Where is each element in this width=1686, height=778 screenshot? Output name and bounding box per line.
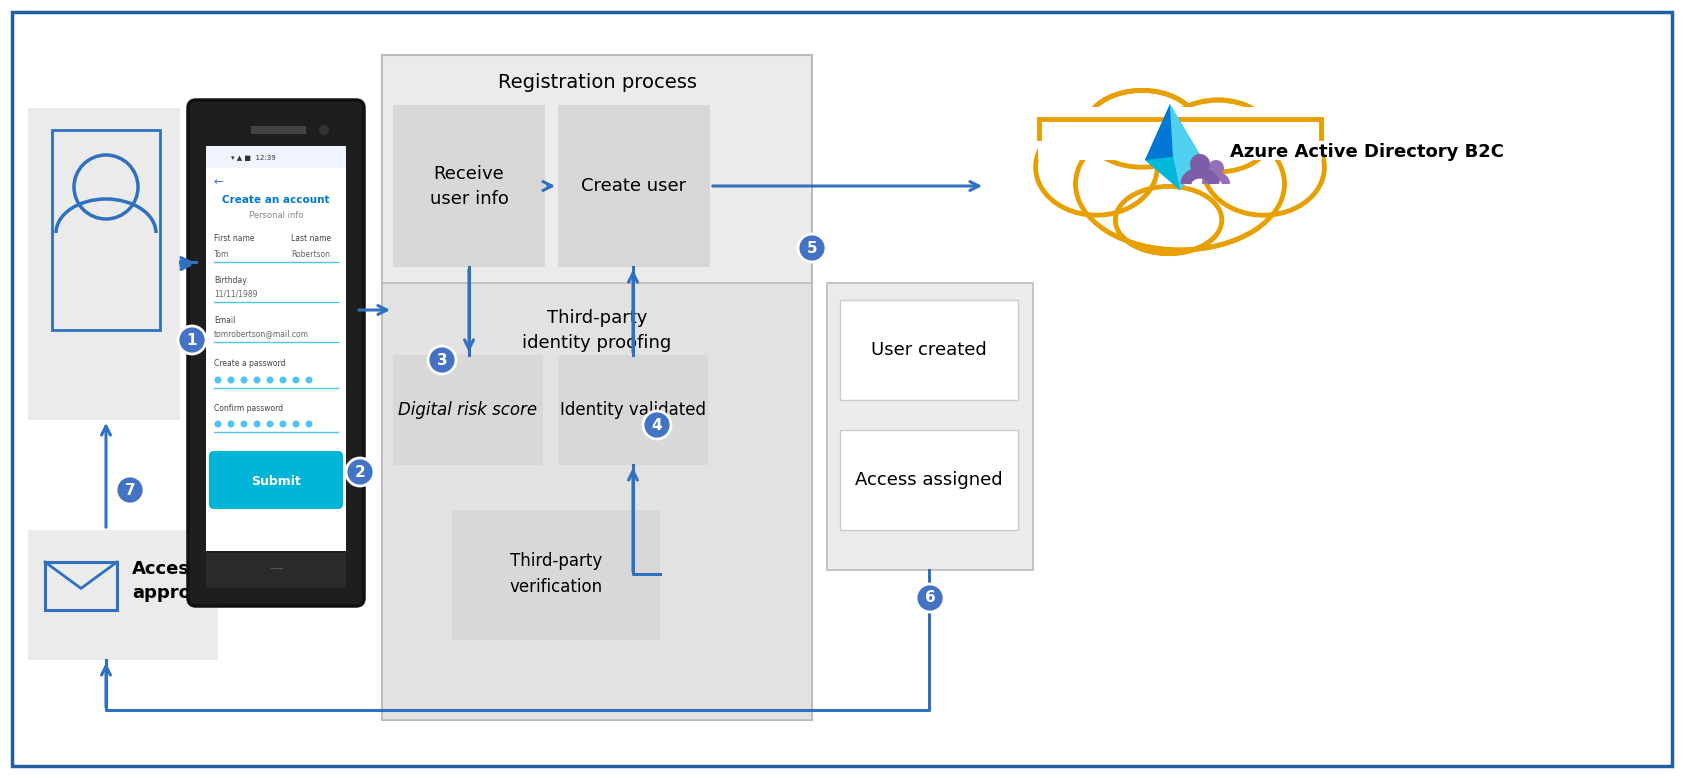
Ellipse shape bbox=[1165, 100, 1271, 172]
Bar bbox=[46, 562, 116, 610]
Text: Last name: Last name bbox=[292, 233, 330, 243]
Bar bbox=[828, 283, 1034, 570]
Bar bbox=[29, 108, 180, 420]
Circle shape bbox=[228, 377, 234, 384]
Circle shape bbox=[428, 346, 455, 374]
Bar bbox=[558, 105, 710, 267]
Bar bbox=[383, 283, 813, 720]
FancyBboxPatch shape bbox=[189, 100, 364, 606]
Ellipse shape bbox=[1202, 119, 1325, 216]
Polygon shape bbox=[1170, 104, 1204, 190]
Circle shape bbox=[253, 420, 261, 427]
Text: Third-party
verification: Third-party verification bbox=[509, 552, 602, 595]
Text: Create an account: Create an account bbox=[223, 195, 330, 205]
Bar bbox=[452, 510, 659, 640]
Bar bbox=[840, 430, 1018, 530]
Bar bbox=[393, 355, 543, 465]
Circle shape bbox=[253, 377, 261, 384]
Text: Azure Active Directory B2C: Azure Active Directory B2C bbox=[1231, 143, 1504, 161]
Text: User created: User created bbox=[872, 341, 986, 359]
Text: 11/11/1989: 11/11/1989 bbox=[214, 289, 258, 299]
Bar bbox=[29, 530, 217, 660]
Text: Create user: Create user bbox=[582, 177, 686, 195]
Circle shape bbox=[797, 234, 826, 262]
Bar bbox=[840, 300, 1018, 400]
Bar bbox=[558, 355, 708, 465]
Bar bbox=[251, 126, 305, 134]
Circle shape bbox=[214, 420, 221, 427]
Circle shape bbox=[292, 377, 300, 384]
Polygon shape bbox=[1145, 104, 1204, 190]
Circle shape bbox=[228, 420, 234, 427]
Polygon shape bbox=[1145, 157, 1180, 190]
Text: Identity validated: Identity validated bbox=[560, 401, 706, 419]
Ellipse shape bbox=[1086, 90, 1199, 167]
Text: Personal info: Personal info bbox=[250, 211, 303, 219]
Ellipse shape bbox=[1116, 187, 1222, 254]
Circle shape bbox=[280, 377, 287, 384]
Text: Access assigned: Access assigned bbox=[855, 471, 1003, 489]
Text: 7: 7 bbox=[125, 482, 135, 497]
Circle shape bbox=[266, 377, 273, 384]
Bar bbox=[393, 105, 545, 267]
Text: —: — bbox=[270, 563, 283, 577]
Bar bbox=[1037, 107, 1322, 159]
FancyBboxPatch shape bbox=[209, 451, 342, 509]
Circle shape bbox=[292, 420, 300, 427]
Circle shape bbox=[280, 420, 287, 427]
Text: 3: 3 bbox=[437, 352, 447, 367]
Text: Create a password: Create a password bbox=[214, 359, 285, 367]
Text: ←: ← bbox=[214, 177, 223, 187]
Bar bbox=[206, 553, 346, 588]
Text: 6: 6 bbox=[924, 591, 936, 605]
Circle shape bbox=[241, 377, 248, 384]
Text: ▾ ▲ ■  12:39: ▾ ▲ ■ 12:39 bbox=[231, 155, 277, 161]
Circle shape bbox=[1207, 160, 1224, 176]
Text: 2: 2 bbox=[354, 464, 366, 479]
Text: First name: First name bbox=[214, 233, 255, 243]
Text: Access
approved: Access approved bbox=[132, 560, 228, 602]
Circle shape bbox=[241, 420, 248, 427]
Text: Digital risk score: Digital risk score bbox=[398, 401, 538, 419]
Text: tomrobertson@mail.com: tomrobertson@mail.com bbox=[214, 330, 309, 338]
Text: Registration process: Registration process bbox=[497, 72, 696, 92]
Text: Email: Email bbox=[214, 316, 236, 324]
Circle shape bbox=[642, 411, 671, 439]
Text: 5: 5 bbox=[806, 240, 818, 255]
Circle shape bbox=[915, 584, 944, 612]
Ellipse shape bbox=[1076, 118, 1285, 250]
Bar bbox=[206, 146, 346, 168]
Circle shape bbox=[346, 458, 374, 486]
Circle shape bbox=[266, 420, 273, 427]
Circle shape bbox=[116, 476, 143, 504]
Circle shape bbox=[305, 377, 312, 384]
Circle shape bbox=[179, 326, 206, 354]
Text: Tom: Tom bbox=[214, 250, 229, 258]
Bar bbox=[52, 130, 160, 330]
Circle shape bbox=[319, 125, 329, 135]
Text: Confirm password: Confirm password bbox=[214, 404, 283, 412]
Circle shape bbox=[214, 377, 221, 384]
Text: 4: 4 bbox=[652, 418, 663, 433]
Text: Birthday: Birthday bbox=[214, 275, 246, 285]
Ellipse shape bbox=[1035, 119, 1157, 216]
Text: Submit: Submit bbox=[251, 475, 300, 488]
Circle shape bbox=[305, 420, 312, 427]
Text: Robertson: Robertson bbox=[292, 250, 330, 258]
Text: Third-party
identity proofing: Third-party identity proofing bbox=[523, 309, 671, 352]
Bar bbox=[206, 146, 346, 551]
Bar bbox=[1035, 105, 1325, 165]
Text: 1: 1 bbox=[187, 332, 197, 348]
Text: Receive
user info: Receive user info bbox=[430, 164, 509, 208]
Bar bbox=[383, 55, 813, 720]
Ellipse shape bbox=[1023, 106, 1335, 238]
Polygon shape bbox=[1145, 104, 1173, 160]
Circle shape bbox=[1190, 154, 1211, 174]
